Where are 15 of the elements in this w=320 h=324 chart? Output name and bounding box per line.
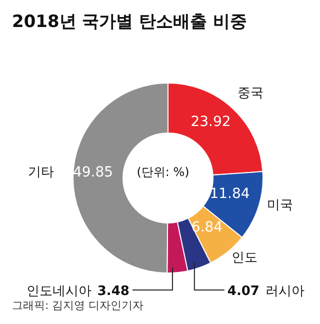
data-label: 6.84 <box>191 219 223 236</box>
data-label: 3.48 <box>97 284 130 299</box>
slice-label: 중국 <box>237 86 264 101</box>
chart-title: 2018년 국가별 탄소배출 비중 <box>12 11 248 33</box>
data-label: 49.85 <box>72 164 114 181</box>
text: (단위: %) <box>136 164 190 181</box>
data-label: 23.92 <box>190 114 231 130</box>
data-label: 11.84 <box>210 186 250 202</box>
slice-label: 인도 <box>232 250 258 266</box>
text: 그래픽: 김지영 디자인기자 <box>12 298 144 313</box>
slice-label: 미국 <box>267 198 293 214</box>
slice-label: 기타 <box>28 164 54 180</box>
slice-label: 러시아 <box>266 284 304 299</box>
slice-label: 인도네시아 <box>26 284 92 299</box>
data-label: 4.07 <box>227 284 260 299</box>
